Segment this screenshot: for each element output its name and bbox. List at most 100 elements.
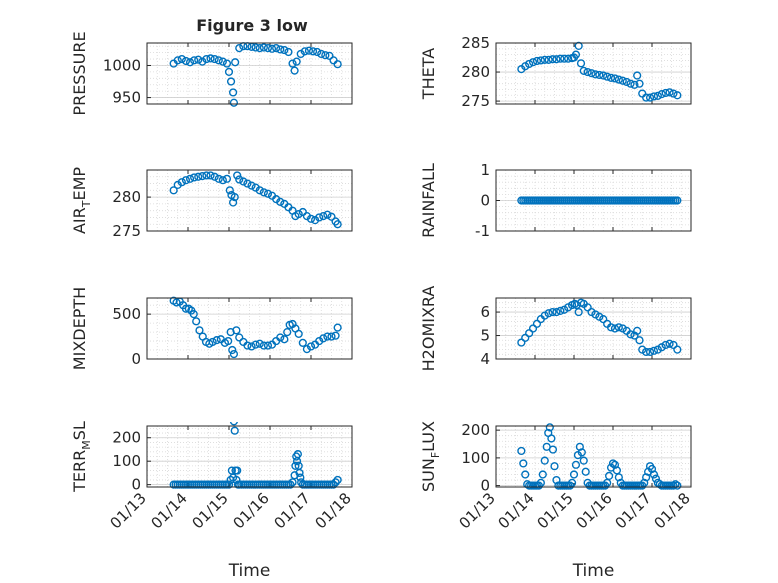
data-point: [181, 56, 191, 66]
y-axis-label: TERRMSL: [70, 421, 93, 493]
data-point: [614, 323, 623, 332]
data-point: [642, 93, 651, 102]
data-point: [259, 43, 268, 52]
subplot-h2omixra: 4 5 6 H2OMIXRA: [419, 286, 692, 371]
data-point: [564, 54, 573, 63]
data-point: [579, 456, 588, 465]
data-point: [255, 186, 264, 195]
data-point: [286, 480, 295, 489]
data-point: [327, 332, 336, 341]
data-point: [226, 77, 236, 86]
y-axis-label-main: SUN: [419, 458, 438, 492]
data-point: [583, 303, 592, 312]
data-point: [331, 331, 340, 340]
data-point: [276, 197, 285, 206]
y-tick-label: 0: [131, 476, 141, 494]
data-point: [243, 341, 252, 350]
data-point: [319, 211, 328, 221]
data-point: [635, 336, 644, 345]
data-point: [548, 55, 557, 64]
data-point: [657, 90, 666, 99]
data-point: [173, 56, 182, 65]
data-point: [673, 481, 682, 490]
y-tick-label: 6: [480, 303, 490, 321]
data-point: [521, 333, 530, 342]
data-point: [206, 171, 215, 180]
data-point: [276, 333, 285, 342]
data-point: [206, 54, 215, 63]
data-point: [567, 478, 577, 487]
y-tick-label: 0: [480, 477, 490, 495]
y-tick-label: 500: [112, 305, 141, 323]
data-point: [608, 459, 618, 468]
y-axis-label: THETA: [419, 48, 438, 100]
data-point: [232, 326, 241, 335]
data-point: [235, 175, 244, 184]
data-point: [224, 480, 234, 489]
data-point: [218, 57, 227, 66]
y-axis-label: AIRTEMP: [70, 167, 93, 234]
data-point: [528, 58, 538, 67]
data-point: [673, 91, 682, 100]
data-point: [333, 220, 342, 229]
data-point: [294, 329, 303, 338]
data-point: [313, 47, 322, 57]
data-point: [599, 315, 608, 324]
data-point: [333, 475, 342, 485]
data-point: [571, 50, 581, 59]
data-point: [645, 347, 655, 357]
data-point: [222, 59, 232, 68]
data-point: [280, 45, 289, 55]
data-point: [276, 45, 285, 54]
data-point: [645, 93, 655, 102]
data-series: [517, 41, 682, 102]
data-point: [319, 334, 328, 343]
data-point: [293, 450, 302, 459]
data-point: [263, 341, 273, 350]
y-axis-label-subscript: T: [80, 200, 93, 208]
data-point: [251, 43, 260, 52]
data-point: [581, 467, 590, 476]
data-point: [622, 77, 631, 87]
data-point: [233, 466, 242, 475]
x-axis-label: Time: [572, 561, 615, 581]
data-point: [267, 44, 277, 53]
data-point: [280, 335, 289, 344]
y-tick-label: 280: [112, 188, 141, 206]
data-point: [300, 47, 309, 56]
data-point: [552, 307, 561, 317]
data-point: [247, 342, 256, 351]
data-point: [599, 71, 608, 80]
data-point: [231, 58, 240, 67]
data-point: [545, 423, 554, 432]
data-series: [517, 423, 682, 490]
data-point: [224, 67, 234, 76]
data-point: [235, 333, 244, 342]
data-point: [288, 478, 297, 487]
axes-frame: [146, 425, 353, 488]
data-point: [298, 207, 307, 217]
y-axis-label-subscript: F: [429, 452, 442, 458]
data-point: [202, 171, 211, 180]
data-point: [333, 60, 342, 69]
data-point: [536, 56, 545, 65]
data-point: [181, 304, 191, 313]
data-point: [665, 339, 674, 348]
data-point: [556, 54, 565, 63]
y-axis-label-rest: EMP: [70, 167, 89, 201]
y-tick-label: 100: [112, 452, 141, 470]
data-point: [259, 188, 268, 197]
data-point: [606, 73, 616, 82]
data-point: [532, 319, 542, 328]
data-point: [323, 332, 332, 341]
y-tick-label: 275: [461, 92, 490, 110]
data-point: [547, 434, 556, 443]
data-point: [229, 98, 239, 107]
axes-frame: [146, 297, 353, 360]
data-point: [296, 49, 305, 59]
data-point: [177, 54, 186, 64]
subplot-air-temp: 275 280 AIRTEMP: [70, 167, 353, 240]
data-point: [525, 59, 534, 69]
